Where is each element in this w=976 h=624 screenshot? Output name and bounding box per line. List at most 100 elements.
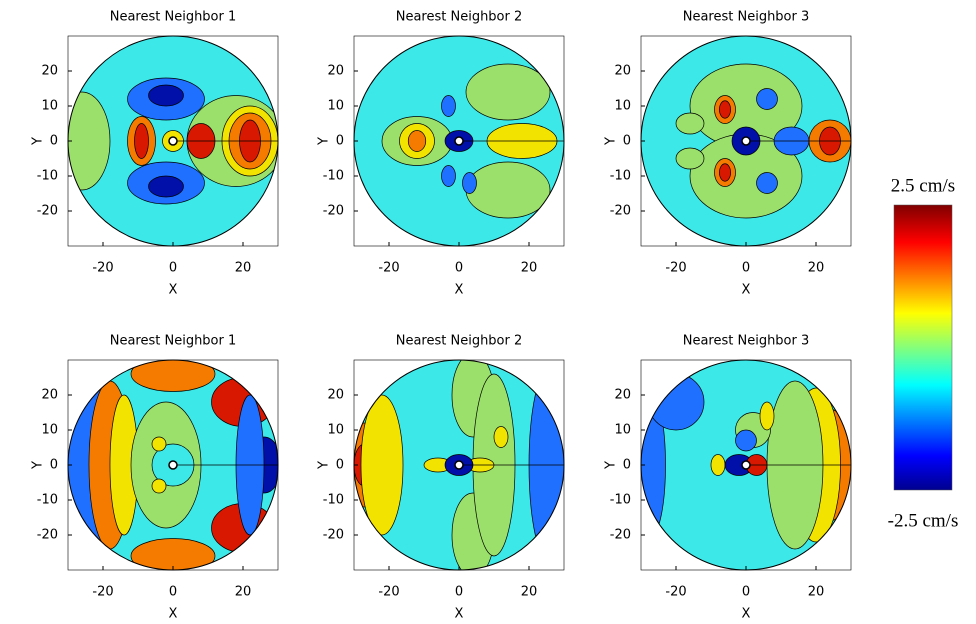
subplot-title: Nearest Neighbor 2 — [396, 334, 523, 349]
x-tick-label: 20 — [521, 585, 538, 600]
contour-region — [493, 426, 509, 448]
center-marker — [168, 460, 178, 470]
contour-region — [719, 100, 731, 119]
x-axis-label: X — [455, 283, 464, 298]
contour-region — [710, 454, 726, 476]
subplot-title: Nearest Neighbor 3 — [683, 334, 810, 349]
contour-region — [148, 175, 184, 198]
y-tick-label: 20 — [327, 388, 344, 403]
contour-region — [756, 88, 778, 110]
y-tick-label: -20 — [610, 528, 631, 543]
contour-region — [151, 436, 167, 452]
subplot: Nearest Neighbor 2 -20 0 20 -20 -10 0 10 20 X Y — [317, 10, 565, 298]
subplot: Nearest Neighbor 1 -20 0 20 -20 -10 0 10 20 X Y — [31, 10, 279, 298]
x-tick-label: 0 — [455, 585, 463, 600]
subplot-title: Nearest Neighbor 3 — [683, 10, 810, 25]
y-tick-label: 0 — [336, 458, 344, 473]
y-tick-label: -10 — [610, 169, 631, 184]
colorbar-label: 2.5 cm/s — [891, 175, 955, 196]
subplot: Nearest Neighbor 1 -20 0 20 -20 -10 0 10 20 X Y — [31, 334, 279, 622]
y-axis-label: Y — [31, 137, 46, 146]
subplot: Nearest Neighbor 3 -20 0 20 -20 -10 0 10 20 X Y — [604, 334, 852, 622]
x-tick-label: -20 — [665, 261, 686, 276]
contour-region — [407, 130, 427, 152]
x-axis-label: X — [169, 607, 178, 622]
y-tick-label: 20 — [41, 64, 58, 79]
y-tick-label: 20 — [614, 64, 631, 79]
y-tick-label: -10 — [610, 493, 631, 508]
contour-region — [462, 172, 477, 194]
contour-region — [441, 95, 456, 117]
y-tick-label: -10 — [37, 493, 58, 508]
contour-region — [756, 172, 778, 194]
contour-region — [68, 91, 111, 191]
y-tick-label: 10 — [327, 423, 344, 438]
contour-field — [68, 36, 278, 246]
y-axis-label: Y — [604, 461, 619, 470]
x-tick-label: 20 — [808, 585, 825, 600]
contour-region — [465, 63, 551, 121]
x-tick-label: 20 — [808, 261, 825, 276]
y-axis-label: Y — [317, 461, 332, 470]
contour-region — [675, 112, 705, 135]
y-tick-label: 0 — [623, 134, 631, 149]
contour-region — [675, 147, 705, 170]
contour-region — [360, 394, 404, 536]
x-tick-label: -20 — [665, 585, 686, 600]
x-tick-label: -20 — [378, 261, 399, 276]
contour-region — [134, 123, 149, 159]
y-tick-label: -20 — [323, 528, 344, 543]
y-tick-label: 20 — [41, 388, 58, 403]
y-tick-label: 10 — [327, 99, 344, 114]
contour-region — [441, 165, 456, 187]
y-tick-label: 20 — [614, 388, 631, 403]
subplot: Nearest Neighbor 2 -20 0 20 -20 -10 0 10 20 X Y — [317, 334, 565, 622]
y-tick-label: -20 — [37, 204, 58, 219]
x-axis-label: X — [742, 283, 751, 298]
contour-region — [735, 429, 757, 452]
y-axis-label: Y — [604, 137, 619, 146]
y-tick-label: 0 — [50, 458, 58, 473]
x-tick-label: 0 — [742, 261, 750, 276]
colorbar: 2.5 cm/s -2.5 cm/s — [888, 175, 959, 531]
y-tick-label: -20 — [37, 528, 58, 543]
x-tick-label: -20 — [92, 261, 113, 276]
center-marker — [454, 460, 464, 470]
y-axis-label: Y — [31, 461, 46, 470]
x-tick-label: 20 — [235, 261, 252, 276]
center-marker — [168, 136, 178, 146]
contour-region — [130, 538, 216, 570]
y-tick-label: -10 — [323, 169, 344, 184]
y-tick-label: 20 — [327, 64, 344, 79]
y-tick-label: 0 — [336, 134, 344, 149]
contour-region — [465, 161, 551, 219]
x-tick-label: 0 — [455, 261, 463, 276]
y-axis-label: Y — [317, 137, 332, 146]
y-tick-label: 10 — [614, 99, 631, 114]
y-tick-label: 0 — [50, 134, 58, 149]
y-tick-label: 10 — [41, 423, 58, 438]
subplot-title: Nearest Neighbor 1 — [110, 334, 237, 349]
x-tick-label: 0 — [742, 585, 750, 600]
x-tick-label: 20 — [235, 585, 252, 600]
contour-region — [151, 478, 167, 494]
y-tick-label: -10 — [37, 169, 58, 184]
colorbar-scale — [893, 204, 953, 491]
colorbar-label: -2.5 cm/s — [888, 510, 959, 531]
y-tick-label: -10 — [323, 493, 344, 508]
subplot: Nearest Neighbor 3 -20 0 20 -20 -10 0 10 20 X Y — [604, 10, 852, 298]
center-marker — [454, 136, 464, 146]
center-marker — [741, 136, 751, 146]
x-tick-label: -20 — [92, 585, 113, 600]
subplot-title: Nearest Neighbor 1 — [110, 10, 237, 25]
y-tick-label: 10 — [41, 99, 58, 114]
y-tick-label: 0 — [623, 458, 631, 473]
subplot-title: Nearest Neighbor 2 — [396, 10, 523, 25]
contour-region — [719, 163, 731, 182]
x-tick-label: 0 — [169, 261, 177, 276]
contour-region — [647, 373, 705, 431]
y-tick-label: 10 — [614, 423, 631, 438]
contour-region — [148, 84, 184, 107]
y-tick-label: -20 — [323, 204, 344, 219]
x-tick-label: 20 — [521, 261, 538, 276]
